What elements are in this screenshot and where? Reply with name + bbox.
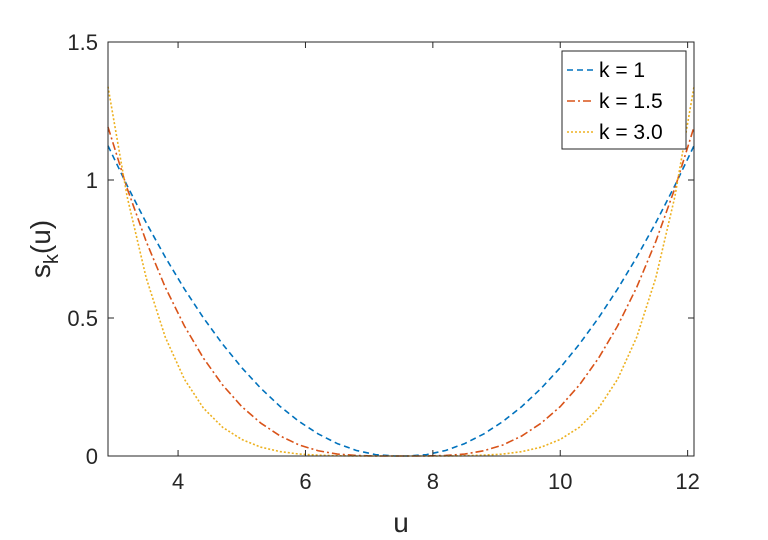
x-tick-label-1: 6 xyxy=(299,469,311,494)
x-tick-label-3: 10 xyxy=(548,469,572,494)
y-axis-label-rest: (u) xyxy=(25,220,56,254)
legend: k = 1 k = 1.5 k = 3.0 xyxy=(561,50,687,150)
legend-label-2: k = 1.5 xyxy=(599,90,663,113)
tick-layer: 4 6 8 10 12 0 0.5 1 1.5 xyxy=(67,30,699,494)
axes-layer xyxy=(107,41,695,457)
y-axis-label-subscript: k xyxy=(41,253,63,264)
legend-label-1: k = 1 xyxy=(599,59,645,82)
legend-box xyxy=(561,50,687,150)
y-tick-label-0: 0 xyxy=(86,444,98,469)
y-axis-label-main: s xyxy=(25,264,56,278)
y-tick-label-2: 1 xyxy=(86,168,98,193)
y-tick-label-1: 0.5 xyxy=(67,306,98,331)
y-axis-label: sk(u) xyxy=(25,220,63,278)
y-tick-label-3: 1.5 xyxy=(67,30,98,55)
x-tick-label-0: 4 xyxy=(172,469,184,494)
x-tick-label-4: 12 xyxy=(675,469,699,494)
x-axis-label: u xyxy=(393,507,409,538)
legend-label-3: k = 3.0 xyxy=(599,121,663,144)
x-tick-label-2: 8 xyxy=(427,469,439,494)
axes-box xyxy=(107,41,695,457)
